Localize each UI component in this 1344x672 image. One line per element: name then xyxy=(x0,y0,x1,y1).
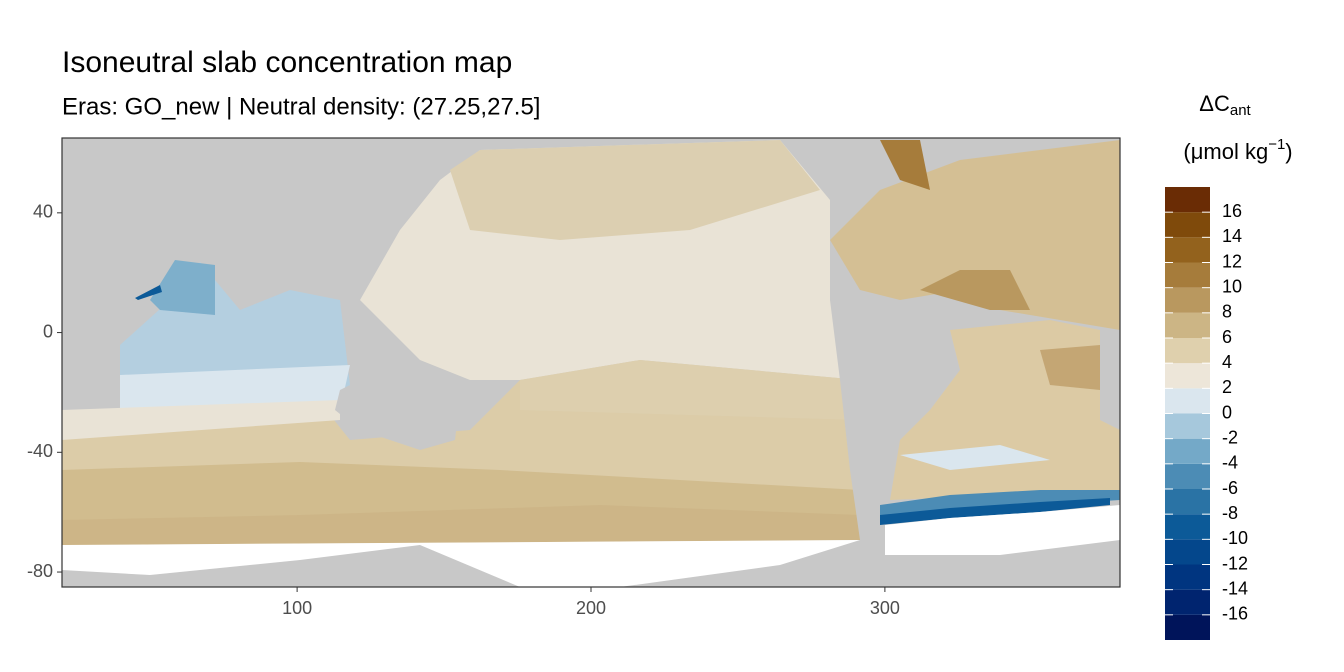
ocean-region xyxy=(62,505,860,545)
x-tick-label: 200 xyxy=(576,598,606,618)
colorbar-label: 2 xyxy=(1222,377,1232,397)
y-tick-label: 0 xyxy=(43,321,53,341)
colorbar-label: 12 xyxy=(1222,251,1242,271)
antarctica xyxy=(885,505,1120,555)
colorbar-bin xyxy=(1165,262,1210,288)
colorbar-bin xyxy=(1165,589,1210,615)
legend-unit-main: (μmol kg xyxy=(1183,139,1268,164)
colorbar-label: 14 xyxy=(1222,226,1242,246)
map xyxy=(61,137,1121,588)
colorbar-bin xyxy=(1165,363,1210,389)
colorbar-label: -12 xyxy=(1222,553,1248,573)
colorbar-bin xyxy=(1165,463,1210,489)
colorbar-label: 10 xyxy=(1222,276,1242,296)
colorbar-label: -10 xyxy=(1222,528,1248,548)
colorbar-bin xyxy=(1165,489,1210,515)
legend-title-main: ΔC xyxy=(1199,91,1230,116)
colorbar-bin xyxy=(1165,338,1210,364)
colorbar-bin xyxy=(1165,438,1210,464)
colorbar-label: -16 xyxy=(1222,604,1248,624)
colorbar-label: 0 xyxy=(1222,402,1232,422)
legend-title-sub: ant xyxy=(1230,102,1252,119)
colorbar-label: -8 xyxy=(1222,503,1238,523)
ocean-region xyxy=(150,260,215,315)
ocean-region xyxy=(880,498,1110,525)
ocean-region xyxy=(880,140,930,190)
legend-unit-close: ) xyxy=(1285,139,1292,164)
colorbar-bin xyxy=(1165,413,1210,439)
ocean-region xyxy=(900,445,1050,470)
legend-title: ΔCant xyxy=(1199,91,1251,119)
ocean-region xyxy=(830,140,1120,330)
chart-subtitle: Eras: GO_new | Neutral density: (27.25,2… xyxy=(62,93,540,120)
land xyxy=(335,370,460,450)
ocean-region xyxy=(1040,345,1100,390)
colorbar-label: -6 xyxy=(1222,478,1238,498)
antarctica xyxy=(62,540,860,587)
colorbar-bin xyxy=(1165,514,1210,540)
y-tick-label: -80 xyxy=(27,561,53,581)
colorbar-label: 4 xyxy=(1222,352,1232,372)
colorbar-label: 16 xyxy=(1222,201,1242,221)
y-tick-label: -40 xyxy=(27,441,53,461)
colorbar-label: 6 xyxy=(1222,327,1232,347)
colorbar-bin xyxy=(1165,287,1210,313)
legend-unit: (μmol kg−1) xyxy=(1183,136,1292,164)
colorbar-bin xyxy=(1165,312,1210,338)
x-tick-label: 300 xyxy=(870,598,900,618)
land xyxy=(830,290,960,540)
chart-title: Isoneutral slab concentration map xyxy=(62,46,512,79)
ocean-region xyxy=(920,270,1030,310)
colorbar-label: -4 xyxy=(1222,453,1238,473)
colorbar-label: -14 xyxy=(1222,578,1248,598)
colorbar-bin xyxy=(1165,564,1210,590)
ocean-region xyxy=(135,285,162,300)
colorbar-bin xyxy=(1165,237,1210,263)
colorbar-bin xyxy=(1165,614,1210,640)
colorbar-bin xyxy=(1165,212,1210,238)
legend-unit-sup: −1 xyxy=(1268,136,1285,153)
ocean-region xyxy=(450,140,820,240)
ocean-region xyxy=(520,360,860,420)
colorbar-bin xyxy=(1165,539,1210,565)
ocean-region xyxy=(62,400,340,440)
colorbar-label: 8 xyxy=(1222,302,1232,322)
colorbar-bin xyxy=(1165,187,1210,213)
colorbar-label: -2 xyxy=(1222,427,1238,447)
x-tick-label: 100 xyxy=(282,598,312,618)
colorbar-bin xyxy=(1165,388,1210,414)
y-tick-label: 40 xyxy=(33,202,53,222)
